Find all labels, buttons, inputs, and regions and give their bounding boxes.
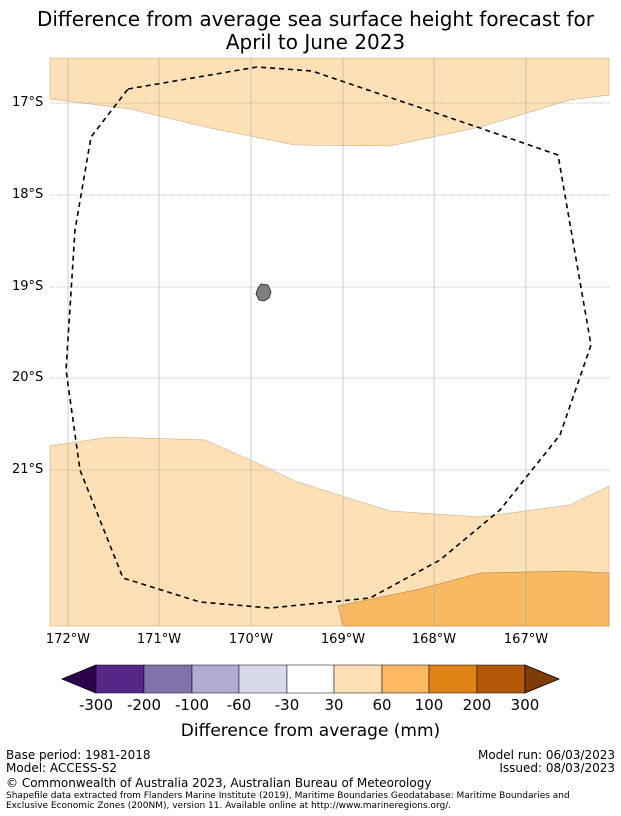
model-name: Model: ACCESS-S2 (6, 761, 118, 775)
colorbar-tick: -60 (226, 696, 252, 714)
colorbar-label: Difference from average (mm) (180, 721, 441, 741)
shapefile-credit-line1: Shapefile data extracted from Flanders M… (6, 791, 570, 801)
eez-boundary (65, 66, 592, 609)
colorbar-tick: 300 (510, 696, 540, 714)
colorbar-segment-5 (286, 664, 335, 694)
colorbar-tick: 100 (414, 696, 444, 714)
colorbar-tick: 60 (372, 696, 392, 714)
colorbar-segment-2 (143, 664, 193, 694)
copyright-notice: © Commonwealth of Australia 2023, Austra… (6, 776, 432, 790)
lon-label-167w: 167°W (503, 632, 549, 647)
lat-label-20s: 20°S (12, 370, 44, 385)
lon-label-172w: 172°W (45, 632, 91, 647)
colorbar-tick: 30 (324, 696, 344, 714)
colorbar-extend-low (60, 664, 97, 694)
base-period: Base period: 1981-2018 (6, 748, 151, 762)
lat-label-19s: 19°S (12, 279, 44, 294)
anomaly-region-southeast (337, 570, 610, 627)
lon-label-171w: 171°W (136, 632, 182, 647)
colorbar-segment-1 (95, 664, 145, 694)
colorbar-tick: -200 (126, 696, 162, 714)
chart-title-line2: April to June 2023 (225, 30, 406, 54)
colorbar-extend-high (524, 664, 561, 694)
colorbar-tick: -300 (78, 696, 114, 714)
colorbar-segment-8 (428, 664, 478, 694)
anomaly-region-north (49, 57, 610, 147)
colorbar-segment-6 (333, 664, 383, 694)
model-run-date: Model run: 06/03/2023 (477, 748, 615, 762)
colorbar-segment-4 (238, 664, 288, 694)
colorbar-segment-9 (476, 664, 526, 694)
lon-label-170w: 170°W (228, 632, 274, 647)
colorbar-tick: -100 (174, 696, 210, 714)
chart-title-line1: Difference from average sea surface heig… (36, 7, 595, 31)
lat-label-21s: 21°S (12, 462, 44, 477)
map-panel (49, 57, 610, 627)
niue-island (255, 283, 272, 302)
shapefile-credit-line2: Exclusive Economic Zones (200NM), versio… (6, 801, 452, 811)
issued-date: Issued: 08/03/2023 (499, 761, 615, 775)
colorbar-segment-3 (191, 664, 240, 694)
colorbar-tick: 200 (462, 696, 492, 714)
lon-label-169w: 169°W (320, 632, 366, 647)
lat-label-17s: 17°S (12, 95, 44, 110)
colorbar-tick: -30 (274, 696, 300, 714)
colorbar-segment-7 (381, 664, 430, 694)
map-gridlines (50, 58, 609, 626)
lon-label-168w: 168°W (411, 632, 457, 647)
lat-label-18s: 18°S (12, 187, 44, 202)
